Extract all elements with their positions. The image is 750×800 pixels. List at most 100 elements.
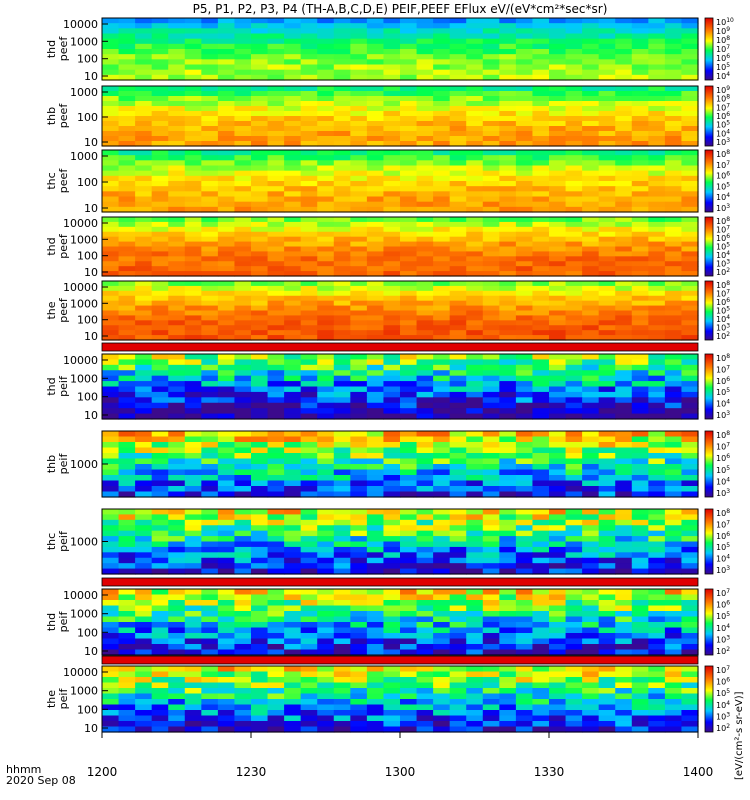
- heatmap-cell: [482, 231, 500, 238]
- heatmap-cell: [582, 231, 600, 238]
- heatmap-cell: [201, 469, 219, 476]
- heatmap-cell: [615, 295, 633, 302]
- heatmap-cell: [366, 627, 385, 634]
- heatmap-cell: [317, 525, 335, 532]
- heatmap-cell: [664, 381, 683, 388]
- heatmap-cell: [284, 266, 302, 272]
- heatmap-cell: [102, 693, 120, 700]
- heatmap-cell: [648, 633, 666, 640]
- heatmap-cell: [433, 281, 451, 287]
- heatmap-cell: [449, 201, 467, 208]
- heatmap-cell: [582, 386, 600, 393]
- heatmap-cell: [664, 295, 683, 302]
- heatmap-cell: [482, 64, 500, 71]
- heatmap-cell: [350, 638, 368, 645]
- heatmap-cell: [466, 509, 484, 516]
- heatmap-cell: [284, 226, 302, 233]
- panel-frame: [101, 588, 699, 656]
- heatmap-cell: [201, 43, 219, 50]
- heatmap-cell: [631, 397, 649, 404]
- heatmap-cell: [300, 469, 318, 476]
- heatmap-cell: [284, 611, 302, 618]
- heatmap-cell: [615, 453, 633, 460]
- heatmap-cell: [499, 131, 517, 137]
- heatmap-cell: [118, 315, 136, 321]
- heatmap-cell: [664, 111, 683, 117]
- heatmap-cell: [648, 305, 666, 312]
- heatmap-cell: [515, 251, 534, 257]
- heatmap-cell: [664, 633, 683, 640]
- heatmap-cell: [184, 693, 202, 700]
- heatmap-cell: [400, 552, 418, 559]
- heatmap-cell: [168, 186, 186, 192]
- heatmap-cell: [449, 671, 467, 678]
- heatmap-cell: [449, 715, 467, 722]
- heatmap-cell: [515, 86, 534, 92]
- heatmap-cell: [284, 281, 302, 287]
- heatmap-cell: [449, 381, 467, 388]
- heatmap-cell: [251, 86, 269, 92]
- heatmap-cell: [201, 69, 219, 76]
- heatmap-cell: [333, 491, 351, 498]
- heatmap-cell: [681, 191, 699, 198]
- panel-label-probe: thc: [45, 172, 58, 189]
- heatmap-cell: [118, 397, 136, 404]
- heatmap-cell: [664, 305, 683, 312]
- heatmap-cell: [565, 633, 583, 640]
- heatmap-cell: [400, 136, 418, 142]
- heatmap-cell: [631, 644, 649, 651]
- heatmap-cell: [400, 693, 418, 700]
- heatmap-cell: [184, 359, 202, 366]
- heatmap-cell: [118, 74, 136, 81]
- heatmap-cell: [350, 170, 368, 177]
- heatmap-cell: [366, 638, 385, 645]
- heatmap-cell: [102, 131, 120, 137]
- heatmap-cell: [664, 241, 683, 248]
- heatmap-cell: [168, 111, 186, 117]
- heatmap-cell: [383, 397, 401, 404]
- heatmap-cell: [664, 126, 683, 132]
- heatmap-cell: [482, 611, 500, 618]
- heatmap-cell: [631, 413, 649, 420]
- heatmap-cell: [366, 693, 385, 700]
- heatmap-cell: [201, 23, 219, 29]
- heatmap-cell: [515, 226, 534, 233]
- heatmap-cell: [598, 594, 616, 601]
- heatmap-cell: [400, 91, 418, 97]
- heatmap-cell: [631, 266, 649, 272]
- heatmap-cell: [648, 611, 666, 618]
- heatmap-cell: [251, 622, 269, 629]
- heatmap-cell: [217, 552, 236, 559]
- heatmap-cell: [201, 666, 219, 673]
- heatmap-cell: [366, 491, 385, 498]
- heatmap-cell: [549, 281, 567, 287]
- heatmap-cell: [350, 354, 368, 361]
- heatmap-cell: [151, 436, 169, 443]
- heatmap-cell: [532, 552, 550, 559]
- heatmap-cell: [482, 131, 500, 137]
- heatmap-cell: [416, 682, 434, 689]
- heatmap-cell: [135, 364, 153, 371]
- heatmap-cell: [168, 458, 186, 465]
- heatmap-cell: [433, 644, 451, 651]
- heatmap-cell: [350, 191, 368, 198]
- heatmap-cell: [251, 315, 269, 321]
- heatmap-cell: [598, 191, 616, 198]
- heatmap-cell: [466, 59, 484, 66]
- heatmap-cell: [234, 649, 252, 656]
- heatmap-cell: [333, 300, 351, 307]
- heatmap-cell: [466, 38, 484, 45]
- heatmap-cell: [317, 699, 335, 706]
- heatmap-cell: [416, 677, 434, 684]
- colorbar-tick-label: 103: [716, 711, 730, 721]
- heatmap-cell: [366, 594, 385, 601]
- heatmap-cell: [664, 96, 683, 102]
- heatmap-cell: [433, 408, 451, 415]
- heatmap-cell: [217, 557, 236, 564]
- heatmap-cell: [681, 442, 699, 449]
- heatmap-cell: [234, 64, 252, 71]
- heatmap-cell: [118, 509, 136, 516]
- heatmap-cell: [549, 721, 567, 728]
